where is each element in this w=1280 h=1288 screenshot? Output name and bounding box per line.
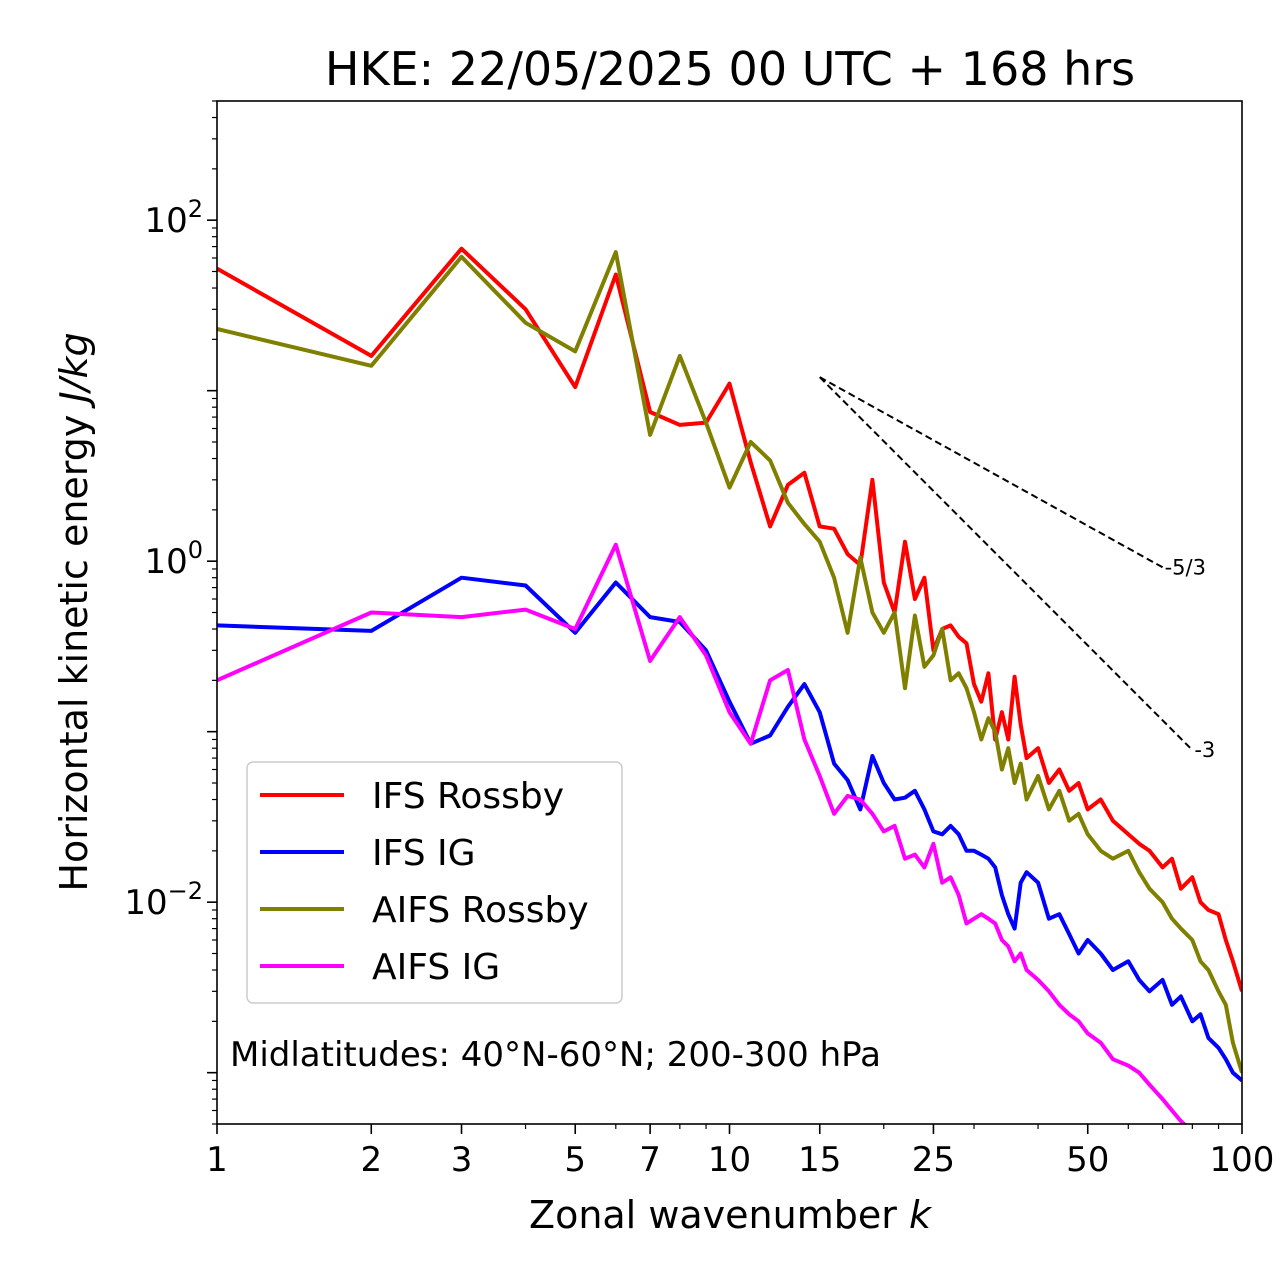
- reference-slope-label: -5/3: [1165, 555, 1206, 579]
- x-tick-label: 2: [360, 1140, 382, 1180]
- x-tick-label: 7: [639, 1140, 661, 1180]
- x-tick-label: 100: [1210, 1140, 1275, 1180]
- x-tick-label: 3: [451, 1140, 473, 1180]
- legend: IFS Rossby IFS IG AIFS Rossby AIFS IG: [246, 761, 623, 1004]
- x-axis-label-text: Zonal wavenumber: [529, 1193, 897, 1237]
- legend-label: IFS IG: [372, 833, 476, 874]
- reference-slope-line: [819, 376, 1164, 569]
- chart-title: HKE: 22/05/2025 00 UTC + 168 hrs: [325, 42, 1135, 96]
- x-tick-label: 50: [1066, 1140, 1109, 1180]
- region-annotation: Midlatitudes: 40°N-60°N; 200-300 hPa: [230, 1035, 881, 1075]
- x-tick-label: 5: [564, 1140, 586, 1180]
- reference-slopes: -5/3 -3: [819, 376, 1215, 762]
- y-tick-label: 100: [144, 536, 203, 582]
- x-tick-label: 25: [912, 1140, 955, 1180]
- series-line-aifs-ig: [217, 542, 1187, 1124]
- legend-label: AIFS Rossby: [372, 890, 589, 931]
- legend-label: AIFS IG: [372, 947, 500, 988]
- y-tick-label: 102: [144, 195, 203, 241]
- series-layer: [217, 246, 1242, 1124]
- y-axis-label: Horizontal kinetic energy J/kg: [52, 332, 96, 891]
- y-axis-label-units: J/kg: [52, 332, 96, 409]
- x-axis-label-symbol: k: [909, 1193, 933, 1237]
- reference-slope-label: -3: [1194, 738, 1215, 762]
- y-tick-label: 10−2: [124, 877, 203, 923]
- x-tick-label: 10: [708, 1140, 751, 1180]
- legend-label: IFS Rossby: [372, 776, 564, 817]
- x-tick-label: 1: [206, 1140, 228, 1180]
- series-line-aifs-rossby: [217, 250, 1242, 1074]
- y-axis: 102 100 10−2: [124, 100, 217, 1125]
- x-axis-label: Zonal wavenumber k: [529, 1193, 933, 1237]
- x-tick-label: 15: [798, 1140, 841, 1180]
- series-line-ifs-rossby: [217, 246, 1242, 992]
- y-axis-label-text: Horizontal kinetic energy: [52, 415, 96, 892]
- x-axis: 1 2 3 5 7 10 15 25 50 100: [206, 1124, 1274, 1180]
- reference-slope-line: [819, 376, 1194, 751]
- legend-box: [246, 761, 623, 1004]
